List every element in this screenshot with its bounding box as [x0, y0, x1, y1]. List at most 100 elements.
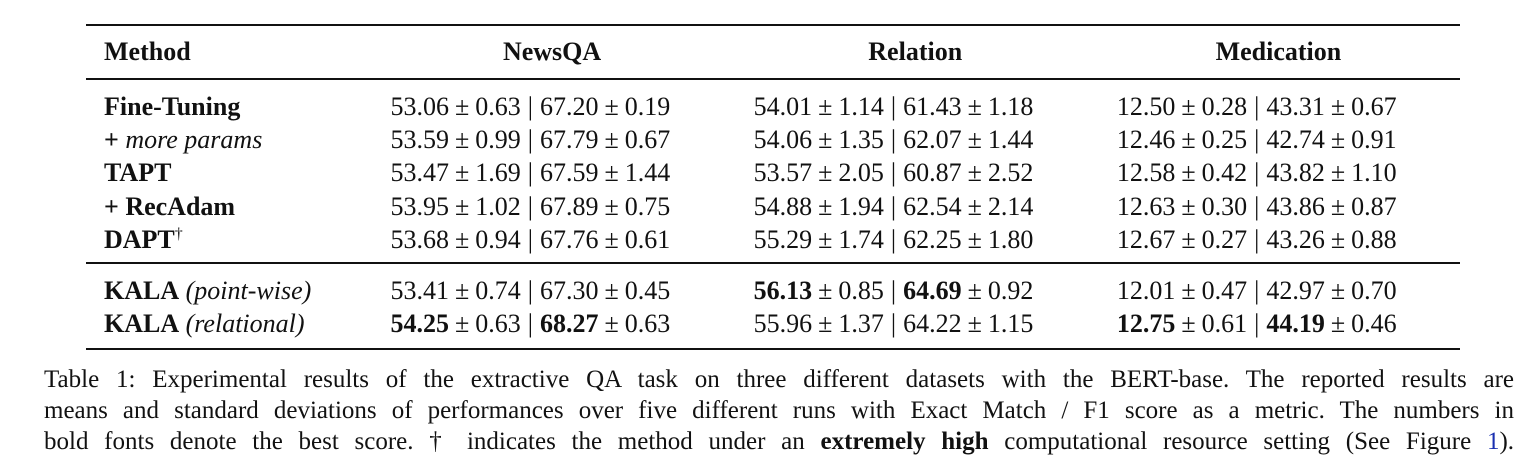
em-mean: 56.13	[753, 275, 813, 305]
em-std: 0.94	[475, 224, 521, 254]
em-mean: 53.68	[390, 224, 449, 254]
method-cell: + RecAdam	[86, 192, 370, 222]
em-mean: 12.46	[1116, 125, 1176, 155]
plus-minus: ±	[818, 224, 833, 254]
f1-std: 0.61	[624, 224, 671, 254]
score-separator: |	[1254, 92, 1260, 122]
f1-mean: 64.69	[903, 275, 962, 305]
score-cell-newsqa: 54.25 ±0.63 | 68.27 ±0.63	[370, 309, 733, 339]
f1-mean: 43.31	[1266, 92, 1325, 122]
score-cell-relation: 55.29 ±1.74 | 62.25 ±1.80	[734, 225, 1097, 255]
f1-mean: 64.22	[903, 308, 962, 338]
plus-minus: ±	[604, 158, 619, 188]
score-cell-newsqa: 53.41 ±0.74 | 67.30 ±0.45	[370, 276, 733, 306]
f1-std: 0.87	[1351, 191, 1397, 221]
f1-std: 2.52	[987, 158, 1034, 188]
table-bottom-rule	[86, 348, 1460, 351]
f1-std: 1.44	[624, 158, 671, 188]
score-value: 53.47 ±1.69 | 67.59 ±1.44	[390, 158, 670, 187]
score-value: 53.95 ±1.02 | 67.89 ±0.75	[390, 192, 670, 221]
score-separator: |	[1254, 125, 1260, 155]
em-mean: 12.67	[1116, 224, 1176, 254]
em-std: 1.69	[475, 158, 521, 188]
score-separator: |	[527, 158, 533, 188]
score-separator: |	[1254, 224, 1260, 254]
score-separator: |	[890, 308, 897, 338]
f1-mean: 62.07	[903, 125, 962, 155]
method-cell: KALA (relational)	[86, 309, 370, 339]
kala-group: KALA (point-wise) 53.41 ±0.74 | 67.30 ±0.45 56…	[86, 264, 1460, 348]
method-cell: DAPT†	[86, 225, 370, 255]
score-cell-relation: 54.88 ±1.94 | 62.54 ±2.14	[734, 192, 1097, 222]
method-suffix: (point-wise)	[185, 275, 312, 305]
plus-minus: ±	[818, 275, 833, 305]
caption-emphasis: extremely high	[820, 428, 989, 455]
f1-mean: 67.79	[539, 125, 599, 155]
score-value: 55.29 ±1.74 | 62.25 ±1.80	[754, 225, 1034, 254]
em-std: 0.42	[1201, 158, 1248, 188]
baseline-group: Fine-Tuning 53.06 ±0.63 | 67.20 ±0.19 54.01 ±1.…	[86, 80, 1460, 263]
f1-mean: 67.89	[539, 191, 599, 221]
f1-std: 0.75	[624, 191, 671, 221]
score-separator: |	[1254, 158, 1260, 188]
score-cell-medication: 12.63 ±0.30 | 43.86 ±0.87	[1097, 192, 1460, 222]
f1-mean: 62.25	[903, 224, 962, 254]
table-mid-rule	[86, 262, 1460, 264]
plus-minus: ±	[454, 158, 470, 188]
table-top-rule	[86, 24, 1460, 26]
em-std: 0.85	[838, 275, 884, 305]
score-cell-medication: 12.01 ±0.47 | 42.97 ±0.70	[1097, 276, 1460, 306]
plus-minus: ±	[1181, 224, 1196, 254]
score-separator: |	[890, 92, 897, 122]
header-medication: Medication	[1215, 37, 1342, 66]
table-row: + more params 53.59 ±0.99 | 67.79 ±0.67 54.06 ±…	[86, 124, 1460, 157]
figure-reference-link[interactable]: 1	[1486, 428, 1500, 455]
score-separator: |	[527, 224, 533, 254]
plus-minus: ±	[1330, 191, 1346, 221]
score-cell-newsqa: 53.06 ±0.63 | 67.20 ±0.19	[370, 92, 733, 122]
score-separator: |	[890, 224, 897, 254]
em-mean: 54.01	[753, 92, 813, 122]
em-mean: 54.25	[390, 308, 449, 338]
score-value: 12.63 ±0.30 | 43.86 ±0.87	[1117, 192, 1397, 221]
f1-mean: 67.20	[539, 92, 599, 122]
em-std: 0.74	[475, 275, 521, 305]
header-relation: Relation	[868, 37, 963, 66]
f1-std: 0.91	[1351, 125, 1397, 155]
plus-minus: ±	[818, 92, 833, 122]
plus-minus: ±	[604, 191, 619, 221]
score-value: 53.59 ±0.99 | 67.79 ±0.67	[390, 125, 670, 154]
f1-std: 0.70	[1351, 275, 1397, 305]
score-separator: |	[527, 308, 533, 338]
em-mean: 12.50	[1116, 92, 1176, 122]
score-value: 12.01 ±0.47 | 42.97 ±0.70	[1117, 276, 1397, 305]
score-value: 53.06 ±0.63 | 67.20 ±0.19	[390, 92, 670, 121]
f1-mean: 42.74	[1266, 125, 1325, 155]
score-value: 12.58 ±0.42 | 43.82 ±1.10	[1117, 158, 1397, 187]
em-std: 1.14	[838, 92, 884, 122]
score-value: 53.57 ±2.05 | 60.87 ±2.52	[754, 158, 1034, 187]
plus-minus: ±	[967, 275, 982, 305]
score-value: 54.06 ±1.35 | 62.07 ±1.44	[754, 125, 1034, 154]
em-mean: 53.57	[753, 158, 813, 188]
plus-minus: ±	[1181, 191, 1196, 221]
f1-mean: 62.54	[903, 191, 962, 221]
plus-minus: ±	[818, 158, 833, 188]
em-mean: 53.95	[390, 191, 449, 221]
f1-std: 0.92	[987, 275, 1034, 305]
em-std: 0.61	[1201, 308, 1248, 338]
em-std: 0.47	[1201, 275, 1248, 305]
score-value: 12.67 ±0.27 | 43.26 ±0.88	[1117, 225, 1397, 254]
method-cell: + more params	[86, 125, 370, 155]
f1-mean: 60.87	[903, 158, 962, 188]
f1-std: 1.80	[987, 224, 1034, 254]
plus-minus: ±	[604, 308, 619, 338]
score-value: 54.25 ±0.63 | 68.27 ±0.63	[390, 309, 670, 338]
f1-std: 0.46	[1351, 308, 1397, 338]
method-name: DAPT	[104, 224, 175, 254]
method-cell: KALA (point-wise)	[86, 276, 370, 306]
em-mean: 53.47	[390, 158, 449, 188]
method-name: TAPT	[104, 158, 172, 188]
caption-line-1-text: Experimental results of the extractive Q…	[152, 366, 1515, 393]
f1-mean: 43.86	[1266, 191, 1325, 221]
